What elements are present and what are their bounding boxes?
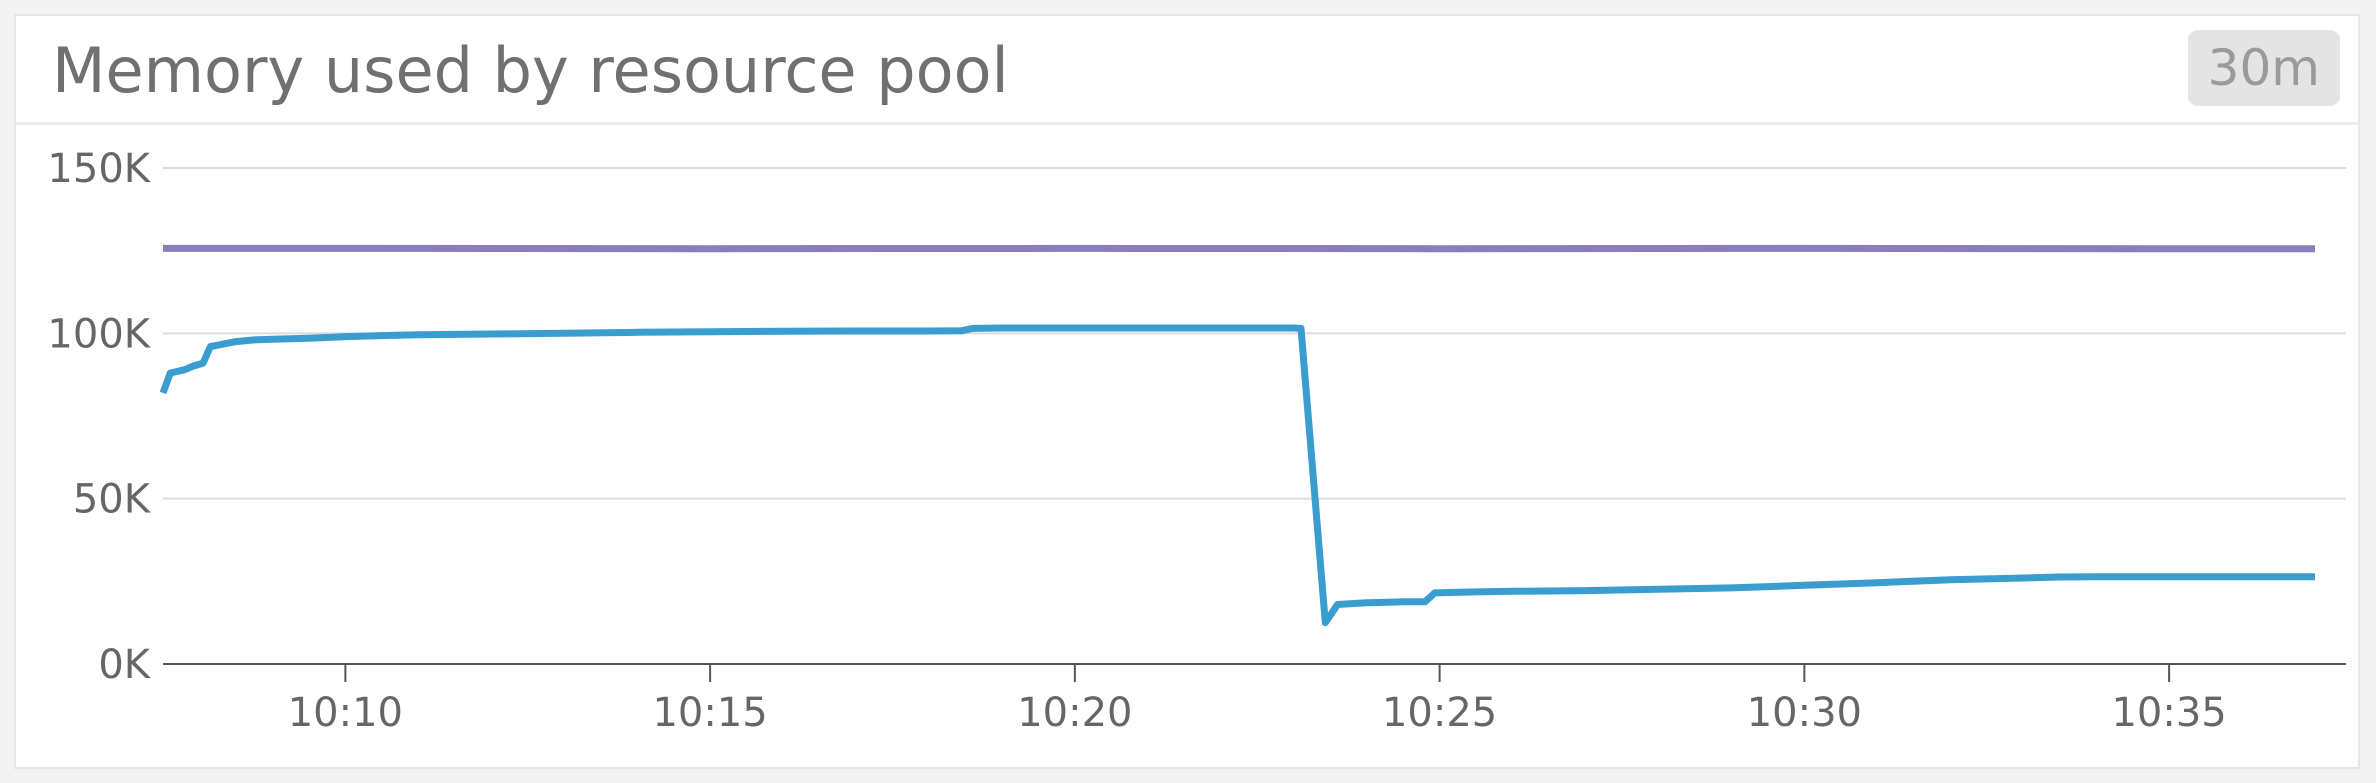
x-tick-label: 10:25 xyxy=(1382,690,1497,736)
time-range-badge[interactable]: 30m xyxy=(2187,30,2340,106)
y-tick-label: 150K xyxy=(47,146,151,192)
x-tick-label: 10:35 xyxy=(2111,690,2226,736)
x-tick-label: 10:20 xyxy=(1017,690,1132,736)
x-axis: 10:10 10:15 10:20 10:25 10:30 10:35 xyxy=(163,663,2346,736)
widget-header: Memory used by resource pool 30m xyxy=(16,16,2358,125)
series-line-1 xyxy=(159,324,2315,627)
y-tick-label: 50K xyxy=(73,477,152,523)
y-axis: 0K 50K 100K 150K xyxy=(47,146,151,688)
timeseries-widget: Memory used by resource pool 30m xyxy=(14,14,2360,769)
x-tick-label: 10:30 xyxy=(1747,690,1862,736)
y-tick-label: 0K xyxy=(98,642,151,688)
plot-area xyxy=(159,244,2315,627)
y-tick-label: 100K xyxy=(47,311,151,357)
widget-title: Memory used by resource pool xyxy=(52,34,1009,107)
x-tick-label: 10:10 xyxy=(288,690,403,736)
x-tick-label: 10:15 xyxy=(652,690,767,736)
